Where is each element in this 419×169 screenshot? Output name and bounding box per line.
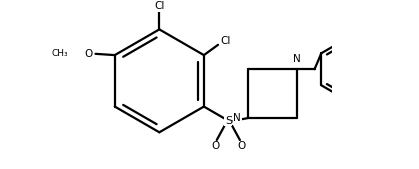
Text: N: N [233,113,241,123]
Text: Cl: Cl [154,1,165,11]
Text: O: O [84,49,93,59]
Text: S: S [225,116,232,126]
Text: Cl: Cl [220,36,231,46]
Text: O: O [237,141,245,151]
Text: CH₃: CH₃ [52,49,68,58]
Text: O: O [211,141,220,151]
Text: N: N [292,54,300,64]
